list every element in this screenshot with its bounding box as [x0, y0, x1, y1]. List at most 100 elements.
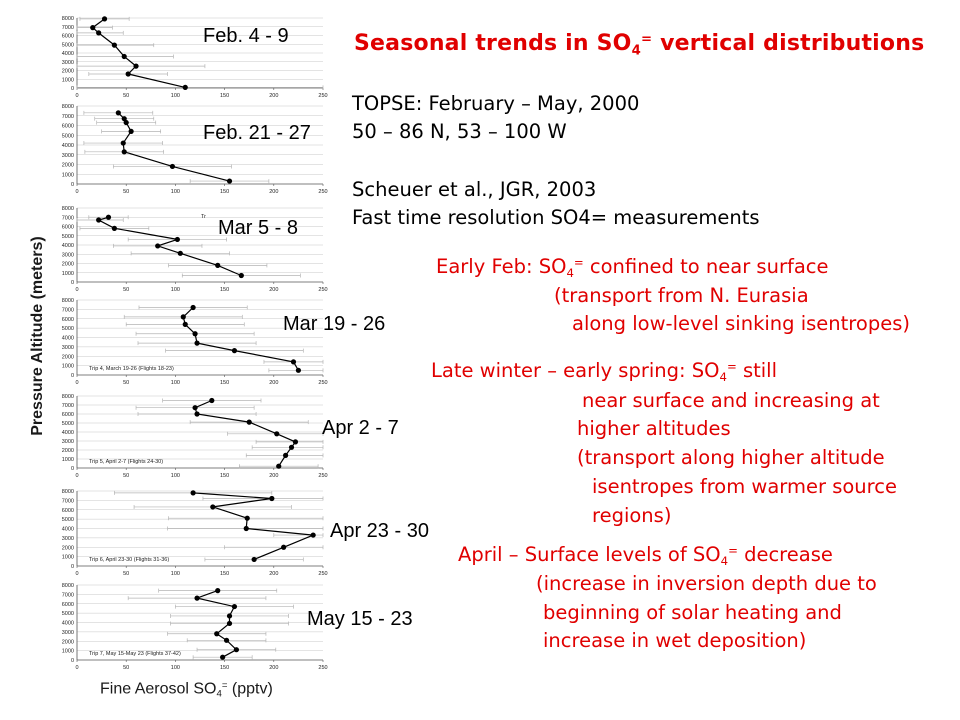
data-point [220, 654, 226, 660]
x-axis-label: Fine Aerosol SO4= (pptv) [100, 680, 273, 700]
y-tick-label: 6000 [62, 508, 74, 514]
y-tick-label: 5000 [62, 517, 74, 523]
data-point [192, 405, 198, 411]
y-tick-label: 1000 [62, 172, 74, 178]
x-tick-label: 250 [318, 380, 327, 386]
note-early-feb-heading: Early Feb: SO4= confined to near surface [436, 255, 829, 281]
x-tick-label: 250 [318, 473, 327, 479]
data-point [226, 178, 233, 184]
y-tick-label: 6000 [62, 34, 74, 40]
y-tick-label: 2000 [62, 69, 74, 75]
y-tick-label: 7000 [62, 403, 74, 409]
y-tick-label: 1000 [62, 77, 74, 83]
data-point [276, 463, 282, 469]
x-tick-label: 100 [171, 473, 180, 479]
data-point [174, 236, 180, 243]
data-point [121, 149, 127, 155]
y-tick-label: 6000 [62, 602, 74, 608]
data-point [101, 16, 108, 22]
data-point [192, 331, 198, 337]
x-tick-label: 200 [269, 473, 278, 479]
y-tick-label: 6000 [62, 317, 74, 323]
x-tick-label: 100 [171, 380, 180, 386]
data-point [123, 119, 129, 126]
data-point [133, 63, 139, 69]
y-tick-label: 3000 [62, 252, 74, 258]
profile-panel: 0 1000 2000 3000 4000 5000 6000 7000 8000 0 50 100 1… [62, 206, 328, 293]
x-tick-label: 0 [75, 93, 78, 99]
y-tick-label: 3000 [62, 60, 74, 66]
y-tick-label: 3000 [62, 630, 74, 636]
profile-line [194, 399, 297, 467]
y-tick-label: 0 [71, 564, 74, 570]
data-point [251, 556, 257, 563]
y-tick-label: 7000 [62, 307, 74, 313]
panel-annotation: Trip 7, May 15-May 23 (Flights 37-42) [89, 651, 181, 657]
panel-label-apr-2-7: Apr 2 - 7 [322, 417, 399, 439]
x-tick-label: 50 [123, 473, 129, 479]
y-tick-label: 0 [71, 86, 74, 92]
x-tick-label: 200 [269, 287, 278, 293]
x-tick-label: 50 [123, 380, 129, 386]
data-point [226, 620, 233, 627]
y-tick-label: 4000 [62, 621, 74, 627]
data-point [121, 53, 127, 60]
y-tick-label: 1000 [62, 649, 74, 655]
data-point [111, 42, 117, 48]
profile-panel: 0 1000 2000 3000 4000 5000 6000 7000 8000 0 50 100 1… [62, 16, 328, 99]
panel-label-feb-21-27: Feb. 21 - 27 [203, 122, 311, 144]
y-tick-label: 4000 [62, 527, 74, 533]
y-tick-label: 0 [71, 466, 74, 472]
y-tick-label: 5000 [62, 326, 74, 332]
data-point [290, 359, 297, 365]
panel-annotation: Tr [201, 214, 206, 220]
profile-line [193, 492, 314, 560]
data-point [231, 603, 238, 610]
region-line: 50 – 86 N, 53 – 100 W [352, 120, 567, 143]
y-tick-label: 8000 [62, 206, 74, 212]
y-tick-label: 1000 [62, 271, 74, 277]
citation-line: Scheuer et al., JGR, 2003 [352, 178, 597, 201]
x-tick-label: 150 [220, 380, 229, 386]
y-tick-label: 7000 [62, 592, 74, 598]
panel-label-may-15-23: May 15 - 23 [307, 608, 413, 630]
panel-annotation: Trip 6, April 23-30 (Flights 31-36) [89, 557, 169, 563]
panel-annotation: Trip 4, March 19-26 (Flights 18-23) [89, 366, 174, 372]
y-tick-label: 5000 [62, 234, 74, 240]
x-tick-label: 50 [123, 93, 129, 99]
note-late-winter-line: near surface and increasing at [582, 389, 880, 412]
y-tick-label: 0 [71, 182, 74, 188]
panel-annotation: Trip 5, April 2-7 (Flights 24-30) [89, 459, 163, 465]
data-point [215, 262, 221, 268]
y-tick-label: 8000 [62, 583, 74, 589]
x-tick-label: 100 [171, 189, 180, 195]
data-point [105, 214, 112, 220]
data-point [295, 367, 301, 373]
y-tick-label: 0 [71, 280, 74, 286]
note-april-line: beginning of solar heating and [543, 601, 842, 624]
data-point [180, 314, 186, 320]
note-late-winter-line: isentropes from warmer source [592, 475, 897, 498]
y-tick-label: 6000 [62, 124, 74, 130]
profile-panel: 0 1000 2000 3000 4000 5000 6000 7000 8000 0 50 100 1… [62, 583, 328, 671]
y-tick-label: 2000 [62, 639, 74, 645]
y-tick-label: 3000 [62, 153, 74, 159]
note-late-winter-line: (transport along higher altitude [577, 446, 885, 469]
data-point [243, 525, 249, 532]
x-tick-label: 200 [269, 665, 278, 671]
y-tick-label: 2000 [62, 262, 74, 268]
data-point [190, 490, 196, 496]
data-point [90, 25, 96, 31]
y-tick-label: 5000 [62, 611, 74, 617]
y-tick-label: 2000 [62, 163, 74, 169]
y-tick-label: 6000 [62, 412, 74, 418]
data-point [223, 637, 230, 643]
y-tick-label: 0 [71, 658, 74, 664]
data-point [215, 588, 221, 594]
x-tick-label: 100 [171, 665, 180, 671]
x-tick-label: 100 [171, 93, 180, 99]
x-tick-label: 200 [269, 189, 278, 195]
data-point [214, 631, 220, 637]
y-tick-label: 4000 [62, 51, 74, 57]
